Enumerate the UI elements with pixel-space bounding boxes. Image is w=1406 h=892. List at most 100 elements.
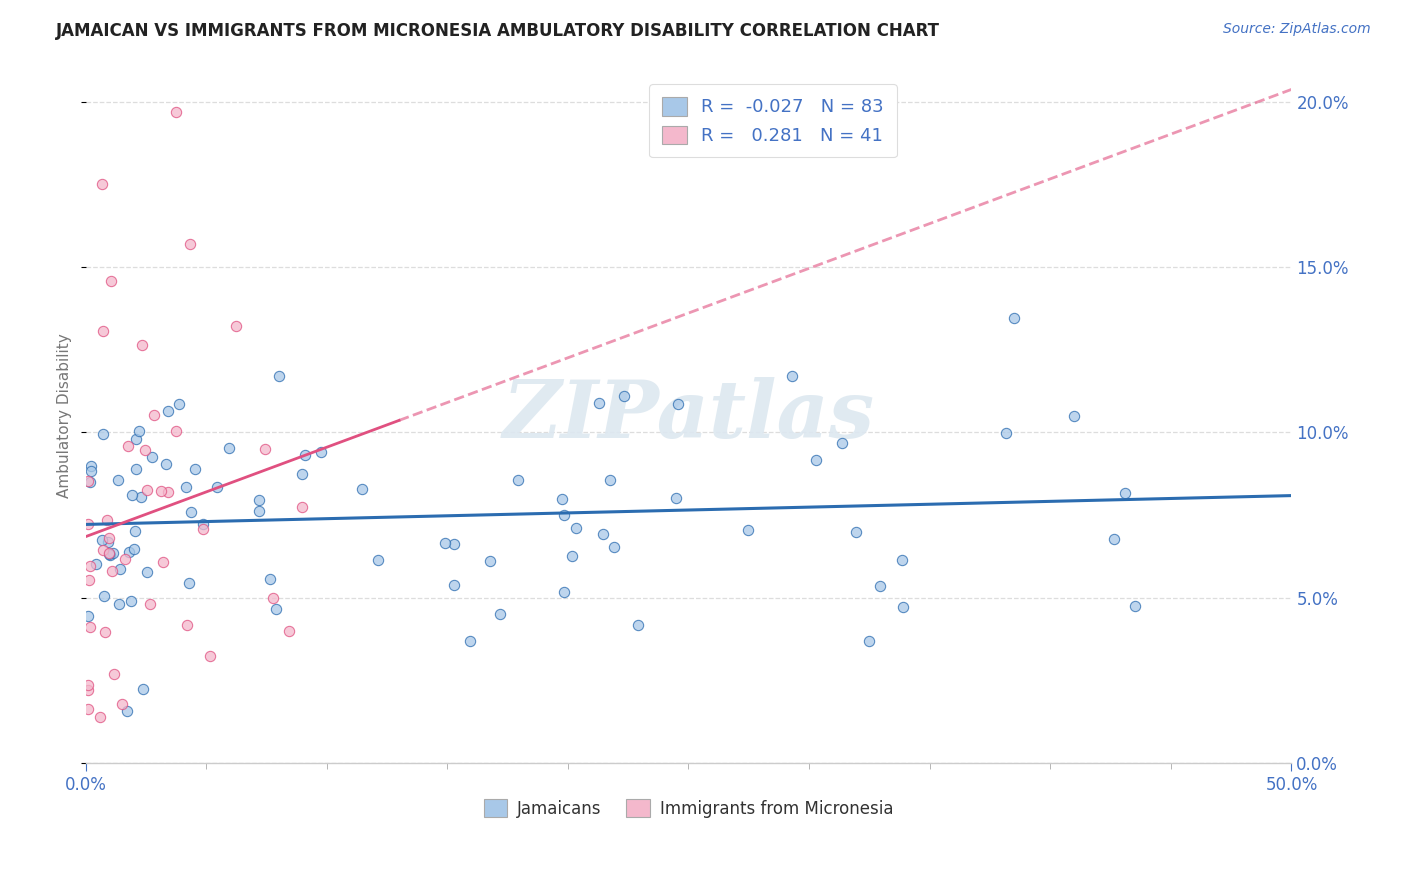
Point xyxy=(143,408,166,422)
Point xyxy=(103,667,125,681)
Point xyxy=(891,599,914,614)
Point xyxy=(120,594,142,608)
Point xyxy=(599,473,621,487)
Point xyxy=(114,551,136,566)
Point xyxy=(124,541,146,556)
Point xyxy=(1102,532,1125,546)
Legend: Jamaicans, Immigrants from Micronesia: Jamaicans, Immigrants from Micronesia xyxy=(477,793,900,824)
Point xyxy=(291,500,314,514)
Point xyxy=(98,546,121,560)
Point xyxy=(588,395,610,409)
Point xyxy=(1063,409,1085,424)
Y-axis label: Ambulatory Disability: Ambulatory Disability xyxy=(58,334,72,499)
Point xyxy=(291,467,314,481)
Point xyxy=(97,531,120,545)
Point xyxy=(205,480,228,494)
Point xyxy=(77,516,100,531)
Point xyxy=(93,589,115,603)
Point xyxy=(193,516,215,531)
Point xyxy=(91,427,114,442)
Point xyxy=(891,552,914,566)
Point xyxy=(77,678,100,692)
Point xyxy=(84,557,107,571)
Point xyxy=(184,462,207,476)
Point xyxy=(77,701,100,715)
Point xyxy=(79,620,101,634)
Point xyxy=(350,483,373,497)
Text: ZIPatlas: ZIPatlas xyxy=(502,377,875,455)
Point xyxy=(1002,310,1025,325)
Point xyxy=(149,484,172,499)
Point xyxy=(225,319,247,334)
Point xyxy=(77,475,100,489)
Point xyxy=(506,473,529,487)
Point xyxy=(869,579,891,593)
Point xyxy=(155,458,177,472)
Point xyxy=(278,624,301,638)
Point xyxy=(141,450,163,464)
Point xyxy=(139,597,162,611)
Point xyxy=(995,425,1018,440)
Point xyxy=(96,513,118,527)
Point xyxy=(666,397,689,411)
Point xyxy=(128,424,150,438)
Point xyxy=(254,442,277,456)
Point xyxy=(132,682,155,697)
Point xyxy=(90,178,112,192)
Point xyxy=(249,493,271,508)
Point xyxy=(131,490,153,504)
Point xyxy=(125,432,148,446)
Point xyxy=(479,554,502,568)
Point xyxy=(165,425,187,439)
Point xyxy=(367,552,389,566)
Point xyxy=(831,435,853,450)
Text: JAMAICAN VS IMMIGRANTS FROM MICRONESIA AMBULATORY DISABILITY CORRELATION CHART: JAMAICAN VS IMMIGRANTS FROM MICRONESIA A… xyxy=(56,22,941,40)
Point xyxy=(665,491,688,505)
Point xyxy=(565,521,588,535)
Point xyxy=(177,576,200,591)
Point xyxy=(174,481,197,495)
Point xyxy=(264,602,287,616)
Point xyxy=(101,546,124,560)
Point xyxy=(152,555,174,569)
Point xyxy=(553,585,575,599)
Point xyxy=(118,545,141,559)
Point xyxy=(200,649,222,664)
Point xyxy=(156,403,179,417)
Point xyxy=(780,369,803,384)
Point xyxy=(269,368,291,383)
Point xyxy=(443,537,465,551)
Point xyxy=(613,389,636,403)
Point xyxy=(108,597,131,611)
Point xyxy=(77,573,100,587)
Point xyxy=(165,104,187,119)
Point xyxy=(553,508,575,522)
Point xyxy=(157,485,180,500)
Point xyxy=(77,682,100,697)
Point xyxy=(131,338,153,352)
Point xyxy=(434,535,457,549)
Point xyxy=(259,572,281,586)
Point xyxy=(117,439,139,453)
Point xyxy=(804,453,827,467)
Point xyxy=(309,445,332,459)
Point xyxy=(1114,486,1136,500)
Point xyxy=(107,473,129,487)
Point xyxy=(108,562,131,576)
Point xyxy=(294,449,316,463)
Point xyxy=(98,548,121,562)
Point xyxy=(124,524,146,538)
Point xyxy=(80,458,103,473)
Point xyxy=(488,607,510,622)
Point xyxy=(180,505,202,519)
Point xyxy=(561,549,583,564)
Point xyxy=(124,462,146,476)
Point xyxy=(94,625,117,640)
Point xyxy=(100,274,122,288)
Point xyxy=(603,540,626,554)
Point xyxy=(136,483,159,497)
Point xyxy=(111,698,134,712)
Point xyxy=(218,441,240,455)
Point xyxy=(176,618,198,632)
Point xyxy=(858,633,880,648)
